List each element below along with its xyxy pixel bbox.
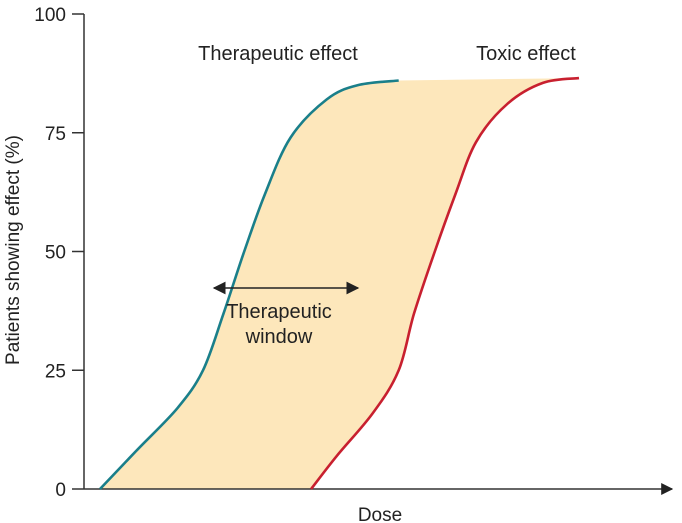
series-line-therapeutic-effect — [99, 79, 399, 490]
y-tick-label: 100 — [34, 5, 66, 26]
y-ticks: 0 25 50 75 100 — [34, 5, 84, 501]
series-line-toxic-effect — [310, 76, 580, 490]
y-tick-label: 0 — [55, 480, 66, 501]
therapeutic-window-label-line2: window — [245, 326, 313, 348]
toxic-effect-label: Toxic effect — [476, 43, 576, 65]
y-axis-title: Patients showing effect (%) — [3, 135, 24, 365]
therapeutic-effect-label: Therapeutic effect — [198, 43, 358, 65]
y-tick-label: 75 — [45, 124, 66, 145]
y-tick-label: 50 — [45, 243, 66, 264]
y-tick-label: 25 — [45, 361, 66, 382]
therapeutic-window-region — [100, 78, 579, 489]
x-axis-title: Dose — [358, 505, 402, 523]
therapeutic-window-label-line1: Therapeutic — [226, 301, 332, 323]
